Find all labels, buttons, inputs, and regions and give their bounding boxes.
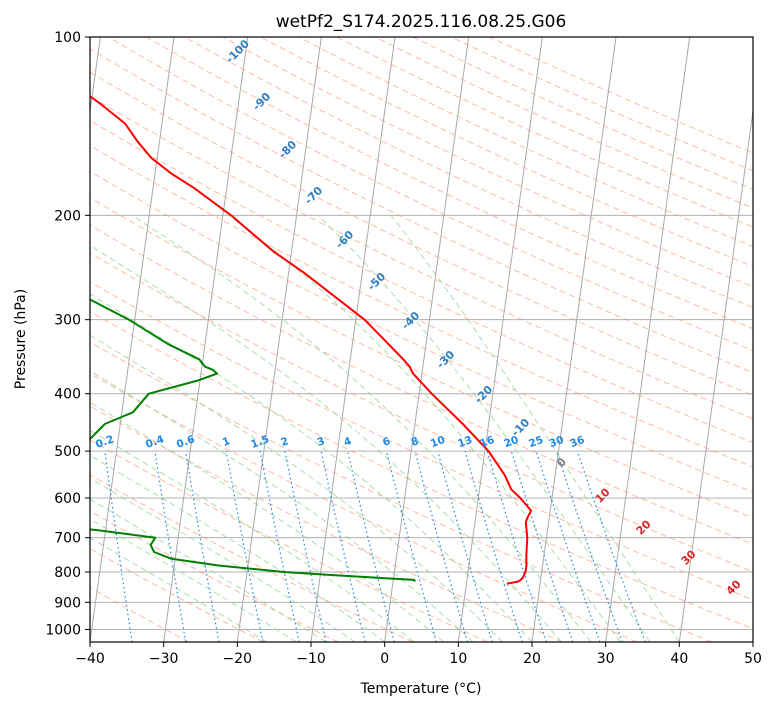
mixing-ratio-label: 16 (478, 434, 496, 450)
plot-frame (89, 36, 754, 643)
x-tick-label: −20 (223, 651, 253, 667)
mixing-ratio-line (185, 451, 220, 642)
moist-adiabat (317, 214, 651, 642)
isotherm (457, 37, 543, 642)
x-tick-label: −40 (75, 651, 105, 667)
x-tick-label: 10 (449, 651, 467, 667)
dry-adiabat (90, 71, 753, 396)
mixing-ratio-line (510, 450, 574, 642)
sounding-series (90, 94, 533, 585)
pressure-gridlines (90, 37, 753, 630)
dry-adiabat (90, 224, 753, 545)
mixing-ratio-label: 0.6 (175, 433, 197, 451)
mixing-ratio-label: 36 (568, 434, 586, 450)
x-tick-label: 40 (670, 651, 688, 667)
dry-adiabat (145, 37, 753, 330)
x-tick-label: 20 (523, 651, 541, 667)
y-tick-label: 200 (54, 208, 81, 224)
mixing-ratio-label: 3 (316, 435, 327, 449)
dry-adiabat (90, 372, 638, 642)
y-axis-label: Pressure (hPa) (13, 289, 29, 389)
dry-adiabat (107, 37, 753, 352)
dry-adiabat (90, 252, 753, 573)
x-tick-label: 50 (744, 651, 762, 667)
mixing-ratio-label: 20 (502, 434, 520, 450)
isotherm (531, 37, 617, 642)
y-tick-label: 100 (54, 30, 81, 46)
dewpoint-profile (90, 298, 416, 583)
y-tick-label: 700 (54, 531, 81, 547)
axis-ticks: −40 −30 −20 −10 0 10 20 30 40 5010020030040050060… (45, 30, 762, 667)
moist-adiabat (90, 477, 356, 642)
mixing-ratio-label: 25 (527, 434, 545, 450)
dry-adiabat (90, 341, 712, 642)
dry-adiabats (90, 37, 753, 642)
dry-adiabat (90, 197, 753, 519)
mixing-ratio-lines (104, 450, 646, 642)
moist-adiabat (228, 214, 621, 642)
mixing-ratio-label: 1 (221, 435, 232, 449)
mixing-ratio-label: 0.2 (94, 433, 116, 451)
isotherm (605, 37, 691, 642)
mixing-ratio-line (414, 450, 469, 642)
isotherms (90, 37, 753, 642)
x-tick-label: 30 (597, 651, 615, 667)
isotherm (90, 37, 175, 642)
x-tick-label: −30 (149, 651, 179, 667)
x-tick-label: 0 (380, 651, 389, 667)
mixing-ratio-label: 30 (548, 434, 566, 450)
moist-adiabat (390, 214, 680, 642)
moist-adiabat (90, 537, 268, 642)
mixing-ratio-line (154, 451, 187, 642)
x-axis-label: Temperature (°C) (360, 681, 482, 697)
dry-adiabat (90, 548, 264, 642)
mixing-ratio-line (104, 451, 133, 642)
isotherm (678, 107, 753, 642)
x-tick-label: −10 (296, 651, 326, 667)
y-tick-label: 400 (54, 387, 81, 403)
dry-adiabat (90, 95, 753, 420)
isotherm (310, 37, 396, 642)
mixing-ratio-label: 1.5 (249, 433, 271, 451)
moist-adiabat (90, 401, 444, 642)
dry-adiabat (90, 310, 753, 630)
mixing-ratio-label: 8 (410, 435, 421, 449)
dry-adiabat (90, 281, 753, 601)
temperature-profile (90, 94, 533, 585)
chart-title: wetPf2_S174.2025.116.08.25.G06 (276, 12, 567, 32)
moist-adiabat (90, 334, 503, 642)
dry-adiabat (90, 170, 753, 493)
y-tick-label: 1000 (45, 622, 81, 638)
moist-adiabat (90, 518, 297, 642)
moist-adiabat (90, 370, 474, 642)
mixing-ratio-line (437, 450, 493, 642)
mixing-ratio-label: 0.4 (144, 433, 166, 451)
mixing-ratio-label: 4 (342, 435, 353, 449)
isotherm (384, 37, 470, 642)
dry-adiabat (90, 510, 339, 642)
y-tick-label: 500 (54, 444, 81, 460)
moist-adiabat (90, 244, 562, 642)
isotherm (163, 37, 249, 642)
mixing-ratio-label: 2 (279, 435, 290, 449)
y-tick-label: 800 (54, 565, 81, 581)
mixing-ratio-label: 13 (456, 434, 474, 450)
mixing-ratio-line (464, 450, 523, 642)
y-tick-label: 600 (54, 491, 81, 507)
mixing-ratio-line (486, 450, 547, 642)
mixing-ratio-label: 10 (429, 434, 447, 450)
plot-area: -100-90-80-70-60-50-40-30-20-10010203040… (90, 37, 753, 642)
y-tick-label: 300 (54, 313, 81, 329)
isotherm (236, 37, 322, 642)
dry-adiabat (90, 405, 563, 642)
moist-adiabat (90, 429, 415, 642)
y-tick-label: 900 (54, 595, 81, 611)
dry-adiabat (222, 37, 753, 288)
moist-adiabat (90, 454, 385, 642)
mixing-ratio-label: 6 (381, 435, 392, 449)
